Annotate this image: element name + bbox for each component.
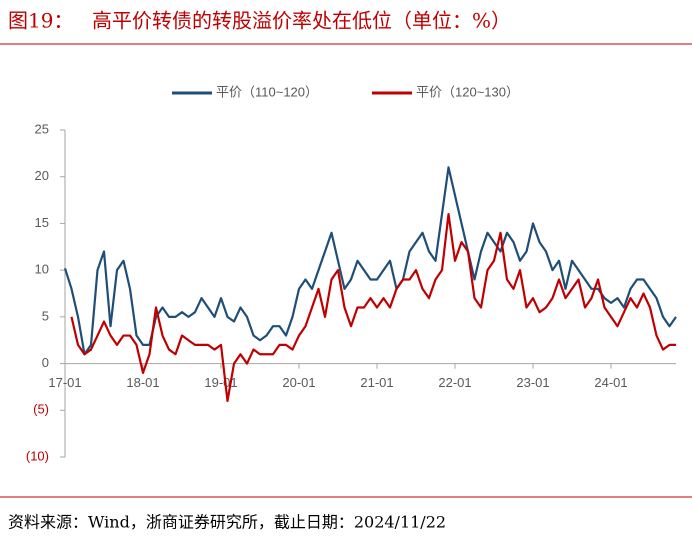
legend-label: 平价（110~120）: [216, 84, 318, 99]
legend-label: 平价（120~130）: [416, 84, 519, 99]
x-tick-label: 21-01: [360, 375, 393, 390]
x-tick-label: 24-01: [594, 375, 627, 390]
y-tick-label: 10: [35, 262, 49, 277]
y-tick-label: 0: [42, 355, 49, 370]
x-tick-label: 18-01: [126, 375, 159, 390]
figure-label: 图19：: [8, 9, 73, 33]
series-line: [63, 166, 677, 356]
x-tick-label: 17-01: [48, 375, 81, 390]
y-tick-label: 15: [35, 215, 49, 230]
series-line: [70, 212, 676, 403]
y-tick-label: (10): [26, 448, 49, 463]
x-tick-label: 23-01: [516, 375, 549, 390]
x-tick-label: 22-01: [438, 375, 471, 390]
source: 资料来源：Wind，浙商证券研究所，截止日期：2024/11/22: [8, 513, 446, 532]
x-tick-label: 20-01: [282, 375, 315, 390]
y-tick-label: 5: [42, 308, 49, 323]
y-tick-label: 20: [35, 168, 49, 183]
y-tick-label: 25: [35, 121, 49, 136]
y-tick-label: (5): [33, 402, 49, 417]
chart-title: 高平价转债的转股溢价率处在低位（单位：%）: [92, 9, 511, 33]
